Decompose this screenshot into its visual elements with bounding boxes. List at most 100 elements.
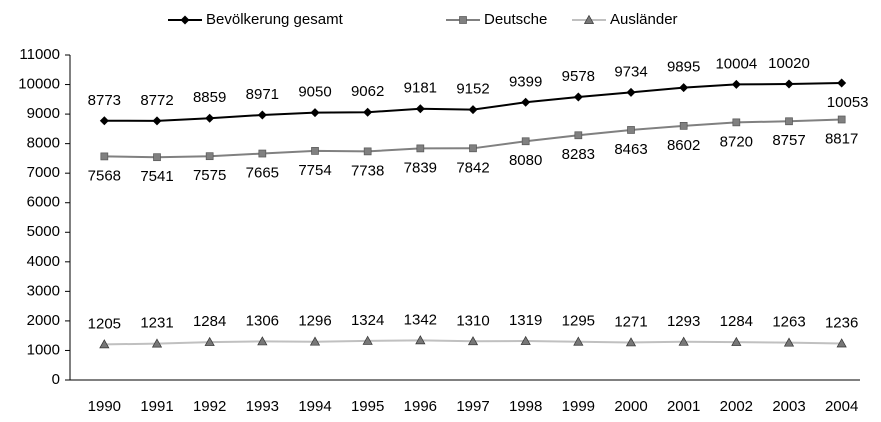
marker [205, 113, 215, 123]
marker [574, 131, 583, 140]
x-tick-label: 2002 [720, 398, 753, 415]
y-tick-label: 1000 [27, 341, 60, 358]
data-label: 8859 [193, 89, 226, 106]
marker [415, 335, 426, 345]
marker [205, 152, 214, 161]
marker [467, 336, 479, 346]
marker [731, 79, 741, 89]
data-label: 8283 [562, 146, 595, 163]
legend-label: Ausländer [610, 11, 678, 28]
y-tick-label: 4000 [27, 253, 60, 270]
marker [152, 116, 162, 126]
data-label: 9895 [667, 59, 700, 76]
x-tick-label: 1992 [193, 398, 226, 415]
marker [573, 92, 583, 102]
marker [731, 336, 742, 346]
y-tick-label: 8000 [27, 135, 60, 152]
data-label: 1324 [351, 312, 384, 329]
marker [363, 107, 373, 117]
data-label: 8602 [667, 137, 700, 154]
x-tick-label: 1994 [298, 398, 331, 415]
marker [416, 144, 425, 153]
marker [521, 137, 530, 146]
data-label: 1231 [140, 315, 173, 332]
x-tick-label: 1990 [88, 398, 121, 415]
data-label: 10020 [768, 55, 810, 72]
data-label: 7842 [456, 159, 489, 176]
marker [626, 87, 636, 97]
marker [678, 336, 689, 346]
marker [732, 118, 741, 127]
x-tick-label: 2000 [614, 398, 647, 415]
marker [625, 337, 637, 347]
marker [785, 117, 793, 126]
data-label: 1295 [562, 313, 595, 330]
data-label: 1296 [298, 313, 331, 330]
x-tick-label: 1991 [140, 398, 173, 415]
data-label: 1205 [88, 315, 121, 332]
data-label: 10053 [827, 94, 869, 111]
data-label: 1342 [404, 311, 437, 328]
data-label: 1319 [509, 312, 542, 329]
y-tick-label: 6000 [27, 194, 60, 211]
y-tick-label: 11000 [19, 46, 60, 63]
data-label: 9062 [351, 83, 384, 100]
marker [204, 336, 215, 346]
data-label: 8971 [246, 86, 279, 103]
legend-label: Deutsche [484, 11, 547, 28]
x-tick-label: 1995 [351, 398, 384, 415]
data-label: 8772 [140, 92, 173, 109]
marker [520, 335, 531, 345]
data-label: 9578 [562, 68, 595, 85]
marker [362, 335, 373, 345]
y-tick-label: 0 [52, 371, 60, 388]
marker [100, 152, 109, 161]
marker [309, 336, 321, 346]
y-tick-label: 7000 [27, 164, 60, 181]
data-label: 9050 [298, 84, 331, 101]
data-label: 8080 [509, 152, 542, 169]
data-label: 7541 [140, 168, 173, 185]
y-tick-label: 3000 [27, 282, 60, 299]
data-label: 1284 [193, 313, 226, 330]
data-label: 8757 [772, 132, 805, 149]
marker [311, 147, 319, 155]
data-label: 1263 [772, 314, 805, 331]
data-label: 7665 [246, 165, 279, 182]
marker [469, 144, 477, 153]
marker [257, 110, 267, 120]
x-tick-label: 2004 [825, 398, 858, 415]
marker [180, 15, 190, 25]
data-label: 8817 [825, 130, 858, 147]
data-label: 7575 [193, 167, 226, 184]
marker [415, 104, 425, 114]
data-label: 9152 [456, 81, 489, 98]
x-tick-label: 1998 [509, 398, 542, 415]
data-label: 9399 [509, 73, 542, 90]
x-tick-label: 1996 [404, 398, 437, 415]
data-label: 9734 [614, 63, 647, 80]
marker [679, 83, 689, 93]
data-label: 8773 [88, 92, 121, 109]
y-tick-label: 10000 [18, 76, 60, 93]
data-label: 1293 [667, 313, 700, 330]
data-label: 1306 [246, 312, 279, 329]
marker [583, 14, 595, 24]
marker [836, 338, 847, 348]
data-label: 7839 [404, 159, 437, 176]
marker [151, 338, 163, 348]
marker [837, 115, 846, 124]
y-tick-label: 2000 [27, 312, 60, 329]
x-tick-label: 1999 [562, 398, 595, 415]
marker [783, 337, 795, 347]
x-tick-label: 2003 [772, 398, 805, 415]
marker [153, 153, 161, 162]
data-label: 1236 [825, 314, 858, 331]
y-tick-label: 9000 [27, 105, 60, 122]
marker [257, 336, 268, 346]
marker [363, 147, 372, 156]
data-label: 8463 [614, 141, 647, 158]
marker [784, 79, 794, 89]
marker [99, 339, 110, 349]
